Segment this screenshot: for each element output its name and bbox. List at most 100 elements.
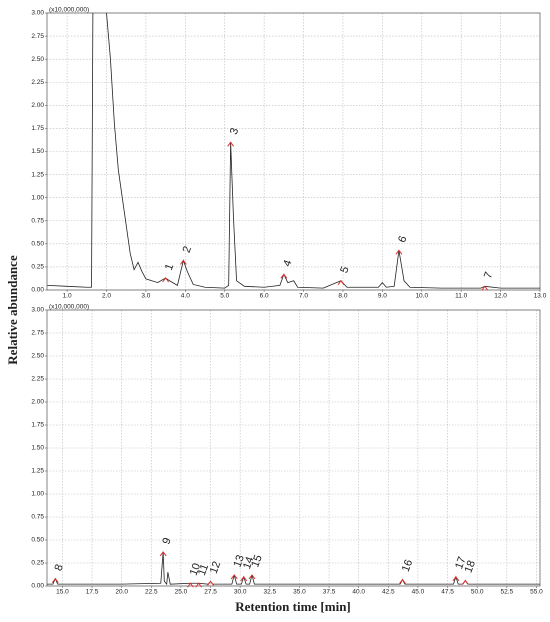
peak-label: 9 xyxy=(160,536,173,546)
peak-marker xyxy=(186,582,194,588)
y-tick-label: 2.75 xyxy=(31,330,44,337)
x-tick-label: 10.0 xyxy=(415,293,428,300)
peak-label: 15 xyxy=(249,553,264,569)
trace xyxy=(47,13,540,289)
y-tick-label: 2.00 xyxy=(31,102,44,109)
x-tick-label: 40.0 xyxy=(352,589,365,596)
peak-marker xyxy=(337,279,345,286)
y-tick-label: 0.00 xyxy=(31,583,44,590)
x-tick-label: 12.0 xyxy=(494,293,507,300)
y-tick-label: 0.50 xyxy=(31,537,44,544)
peak-label: 7 xyxy=(482,270,495,280)
x-axis-title: Retention time [min] xyxy=(235,599,351,614)
y-axis-title: Relative abundance xyxy=(5,255,20,365)
peak-marker xyxy=(230,574,238,580)
peak-label: 1 xyxy=(163,262,176,272)
x-tick-label: 7.0 xyxy=(299,293,308,300)
x-tick-label: 45.0 xyxy=(412,589,425,596)
peak-label: 13 xyxy=(232,553,247,569)
y-tick-label: 0.25 xyxy=(31,560,44,567)
y-tick-label: 0.25 xyxy=(31,264,44,271)
peak-marker xyxy=(399,578,406,584)
peak-marker xyxy=(159,551,167,557)
peak-marker xyxy=(162,277,170,283)
peak-label: 14 xyxy=(241,555,256,571)
x-tick-label: 6.0 xyxy=(260,293,269,300)
trace xyxy=(47,551,540,586)
x-tick-label: 52.5 xyxy=(500,589,513,596)
y-tick-label: 2.50 xyxy=(31,353,44,360)
y-tick-label: 1.00 xyxy=(31,491,44,498)
x-tick-label: 22.5 xyxy=(145,589,158,596)
x-tick-label: 30.0 xyxy=(234,589,247,596)
plot-frame xyxy=(46,309,541,587)
peak-marker xyxy=(395,249,403,255)
peak-marker xyxy=(280,273,288,279)
x-tick-label: 27.5 xyxy=(204,589,217,596)
peak-marker xyxy=(240,575,248,582)
x-tick-label: 9.0 xyxy=(378,293,387,300)
y-tick-label: 2.50 xyxy=(31,56,44,63)
y-tick-label: 1.50 xyxy=(31,148,44,155)
y-tick-label: 1.50 xyxy=(31,445,44,452)
y-tick-label: 0.75 xyxy=(31,514,44,521)
x-tick-label: 55.0 xyxy=(530,589,543,596)
x-tick-label: 47.5 xyxy=(441,589,454,596)
x-tick-label: 20.0 xyxy=(115,589,128,596)
y-tick-label: 2.25 xyxy=(31,79,44,86)
peak-marker xyxy=(481,285,489,291)
y-tick-label: 1.25 xyxy=(31,468,44,475)
peak-label: 8 xyxy=(53,563,66,573)
peak-label: 10 xyxy=(188,562,203,578)
peak-label: 4 xyxy=(281,258,294,268)
scale-label: (x10,000,000) xyxy=(49,304,89,311)
x-tick-label: 42.5 xyxy=(382,589,395,596)
peak-label: 16 xyxy=(400,558,415,574)
y-tick-label: 2.00 xyxy=(31,399,44,406)
y-tick-label: 1.75 xyxy=(31,422,44,429)
peak-label: 18 xyxy=(463,559,478,575)
x-tick-label: 1.0 xyxy=(63,293,72,300)
x-tick-label: 11.0 xyxy=(455,293,468,300)
scale-label: (x10,000,000) xyxy=(49,7,89,14)
x-tick-label: 15.0 xyxy=(56,589,69,596)
x-tick-label: 13.0 xyxy=(534,293,547,300)
peak-label: 6 xyxy=(396,234,409,244)
x-tick-label: 5.0 xyxy=(220,293,229,300)
y-tick-label: 3.00 xyxy=(31,307,44,314)
y-tick-label: 1.25 xyxy=(31,171,44,178)
y-tick-label: 3.00 xyxy=(31,10,44,17)
x-tick-label: 35.0 xyxy=(293,589,306,596)
x-tick-label: 37.5 xyxy=(323,589,336,596)
peak-marker xyxy=(248,574,256,580)
x-tick-label: 2.0 xyxy=(102,293,111,300)
y-tick-label: 0.75 xyxy=(31,217,44,224)
peak-label: 3 xyxy=(228,126,241,136)
x-tick-label: 32.5 xyxy=(263,589,276,596)
x-tick-label: 17.5 xyxy=(86,589,99,596)
y-tick-label: 1.00 xyxy=(31,194,44,201)
peak-marker xyxy=(179,259,187,265)
peak-marker xyxy=(227,141,235,147)
peak-label: 11 xyxy=(196,562,211,577)
x-tick-label: 4.0 xyxy=(181,293,190,300)
peak-label: 12 xyxy=(208,560,223,576)
y-tick-label: 2.75 xyxy=(31,33,44,40)
peak-marker xyxy=(195,582,203,588)
peak-label: 17 xyxy=(453,555,468,571)
y-tick-label: 0.00 xyxy=(31,287,44,294)
plot-frame xyxy=(46,12,541,291)
y-tick-label: 2.25 xyxy=(31,376,44,383)
peak-label: 5 xyxy=(338,265,351,275)
peak-marker xyxy=(51,577,59,583)
peak-label: 2 xyxy=(181,245,194,255)
x-tick-label: 25.0 xyxy=(175,589,188,596)
peak-marker xyxy=(461,579,469,585)
peak-marker xyxy=(452,575,460,582)
peak-marker xyxy=(207,580,214,586)
y-tick-label: 1.75 xyxy=(31,125,44,132)
x-tick-label: 3.0 xyxy=(141,293,150,300)
y-tick-label: 0.50 xyxy=(31,241,44,248)
x-tick-label: 8.0 xyxy=(338,293,347,300)
